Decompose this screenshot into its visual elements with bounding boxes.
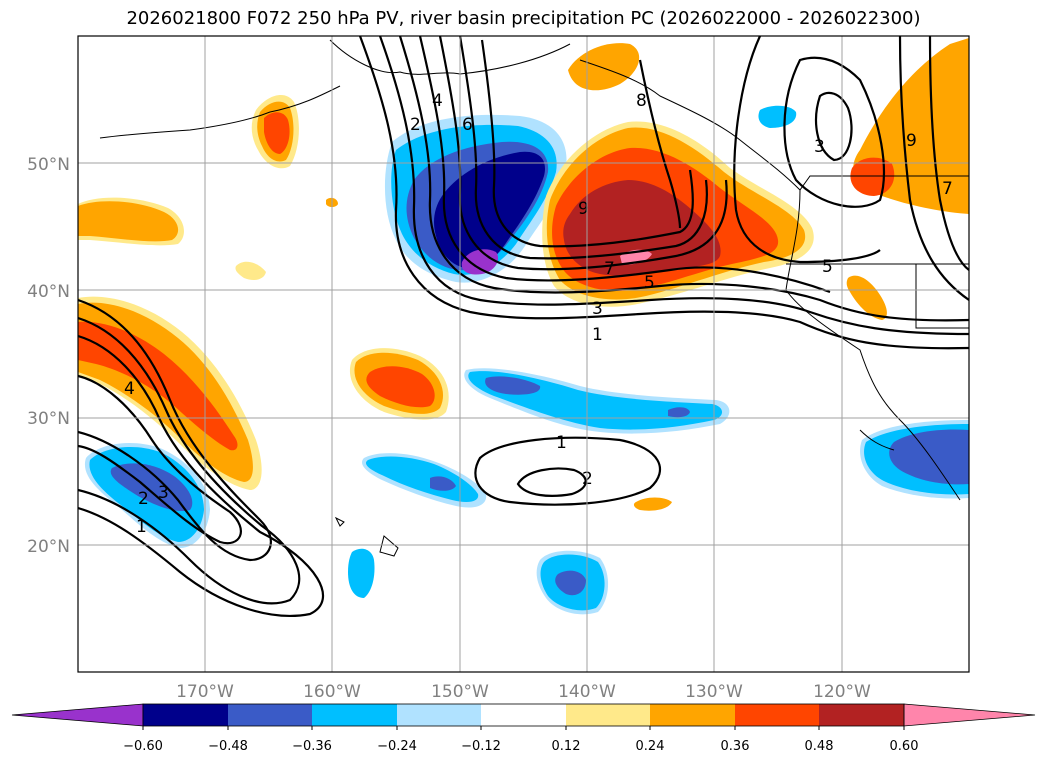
colorbar-segment (650, 704, 735, 726)
contour-label: 1 (556, 433, 567, 453)
contour-label: 3 (814, 137, 825, 157)
colorbar-ticks: −0.60 −0.48 −0.36 −0.24 −0.12 0.12 0.24 … (123, 739, 918, 754)
contour-label: 5 (644, 273, 655, 293)
lat-labels: 50°N 40°N 30°N 20°N (27, 155, 70, 557)
colorbar-segment (566, 704, 650, 726)
pv-contours (78, 36, 969, 617)
coastlines (99, 39, 969, 557)
colorbar (11, 703, 1036, 730)
colorbar-tick-label: 0.24 (636, 739, 665, 754)
contour-label: 6 (462, 115, 473, 135)
lat-label: 40°N (27, 282, 70, 302)
contour-label: 3 (158, 483, 169, 503)
colorbar-segment (228, 704, 312, 726)
colorbar-tick-label: −0.60 (123, 739, 163, 754)
contour-label: 4 (432, 91, 443, 111)
contour-label: 7 (942, 179, 953, 199)
contour-label: 4 (124, 379, 135, 399)
contour-labels: 2 4 6 8 9 7 5 3 1 3 5 9 7 4 3 2 1 1 2 (124, 91, 953, 537)
map-frame (77, 35, 970, 673)
map-panel: 2 4 6 8 9 7 5 3 1 3 5 9 7 4 3 2 1 1 2 (78, 36, 969, 672)
colorbar-tick-label: 0.12 (552, 739, 581, 754)
colorbar-tick-label: −0.48 (208, 739, 248, 754)
contour-label: 5 (822, 257, 833, 277)
map-title: 2026021800 F072 250 hPa PV, river basin … (126, 8, 921, 29)
contour-label: 7 (604, 259, 615, 279)
contour-label: 1 (136, 517, 147, 537)
colorbar-tick-label: 0.60 (890, 739, 919, 754)
contour-label: 2 (138, 489, 149, 509)
lat-label: 20°N (27, 537, 70, 557)
colorbar-segment (735, 704, 819, 726)
colorbar-extend-high (903, 703, 1036, 727)
colorbar-segment (397, 704, 481, 726)
colorbar-tick-label: −0.36 (292, 739, 332, 754)
lon-label: 150°W (431, 682, 489, 702)
lat-label: 50°N (27, 155, 70, 175)
colorbar-frame (142, 703, 905, 727)
gridlines (78, 36, 969, 672)
lon-label: 130°W (685, 682, 743, 702)
contour-label: 9 (578, 199, 589, 219)
colorbar-extend-low (11, 703, 144, 727)
colorbar-segment (143, 704, 228, 726)
contour-label: 3 (592, 299, 603, 319)
colorbar-tick-label: 0.48 (805, 739, 834, 754)
colorbar-tick-label: 0.36 (721, 739, 750, 754)
lon-label: 160°W (303, 682, 361, 702)
contour-label: 2 (410, 115, 421, 135)
colorbar-segment (312, 704, 397, 726)
contour-label: 1 (592, 325, 603, 345)
contour-label: 8 (636, 91, 647, 111)
lon-label: 140°W (558, 682, 616, 702)
contour-label: 9 (906, 131, 917, 151)
colorbar-tick-label: −0.12 (461, 739, 501, 754)
colorbar-segment (819, 704, 904, 726)
lon-labels: 170°W 160°W 150°W 140°W 130°W 120°W (176, 682, 871, 702)
colorbar-segment (481, 704, 566, 726)
lat-label: 30°N (27, 409, 70, 429)
lon-label: 170°W (176, 682, 234, 702)
colorbar-tick-label: −0.24 (377, 739, 417, 754)
lon-label: 120°W (813, 682, 871, 702)
